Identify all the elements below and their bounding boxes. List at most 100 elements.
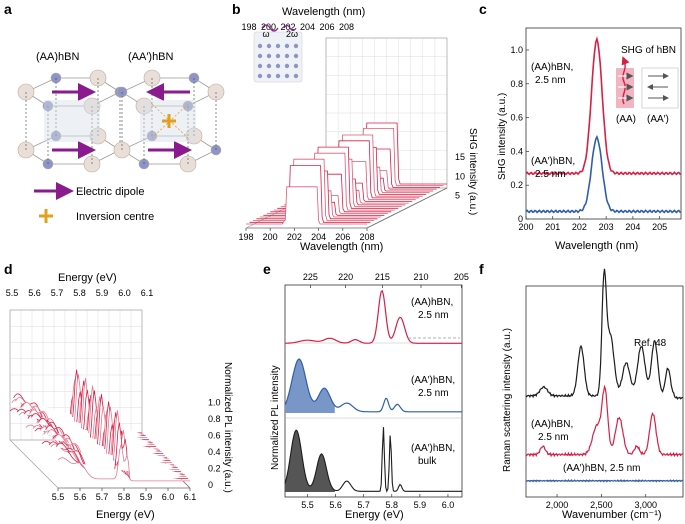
d-top-tick: 5.9	[96, 288, 109, 298]
d-z-tick: 0	[208, 480, 213, 490]
d-bottom-tick: 6.0	[162, 492, 175, 502]
e-x-axis-label: Energy (eV)	[345, 509, 404, 521]
panel-letter-b: b	[232, 1, 241, 17]
c-x-tick: 205	[652, 222, 667, 232]
b-z-tick: 5	[455, 191, 460, 201]
b-inset-atom	[266, 73, 272, 79]
panel-d: d Energy (eV) 5.5 5.6 5.7 5.8 5.9 6.0 6.1 5.5 5…	[4, 261, 233, 521]
c-x-tick: 201	[545, 222, 560, 232]
d-z-ticks: 0 0.2 0.4 0.6 0.8 1.0	[208, 398, 221, 491]
d-top-tick: 5.7	[51, 288, 64, 298]
d-bottom-tick: 5.7	[96, 492, 109, 502]
c-label-aa-line1: (AA)hBN,	[531, 62, 573, 73]
f-series-ref48	[525, 268, 684, 401]
interlayer-shade	[44, 100, 100, 142]
b-spectrum-line	[246, 186, 367, 225]
d-waterfall-curves	[9, 369, 190, 482]
b-top-tick: 208	[339, 22, 354, 32]
c-y-tick: 1.0	[510, 45, 523, 55]
d-spectrum-line	[57, 444, 190, 482]
lattice-aa-diagram	[17, 69, 126, 173]
d-top-tick: 5.6	[28, 288, 41, 298]
b-bottom-tick: 200	[263, 232, 278, 242]
panel-b: b Wavelength (nm) 198 200 202 204 206 208 ω 2ω…	[232, 1, 478, 253]
d-z-tick: 1.0	[208, 398, 221, 408]
inversion-guide	[151, 103, 189, 139]
b-waterfall-curves	[246, 122, 447, 225]
d-bottom-tick: 5.6	[74, 492, 87, 502]
b-top-axis-label: Wavelength (nm)	[282, 6, 365, 18]
c-y-tick: 0	[518, 214, 523, 224]
b-bottom-tick: 198	[238, 232, 253, 242]
d-top-tick: 5.8	[73, 288, 86, 298]
b-bottom-tick: 204	[311, 232, 326, 242]
b-inset-atom	[293, 63, 299, 69]
f-x-axis-label: Wavenumber (cm⁻¹)	[562, 509, 662, 521]
e-x-tick: 5.7	[357, 500, 370, 510]
d-z-tick: 0.4	[208, 447, 221, 457]
d-z-tick: 0.6	[208, 431, 221, 441]
b-z-tick: 15	[455, 152, 465, 162]
b-top-tick: 198	[241, 22, 256, 32]
e-label-bulk-line2: bulk	[418, 456, 437, 467]
panel-letter-f: f	[479, 261, 484, 277]
e-label-aa-line2: 2.5 nm	[418, 310, 449, 321]
d-top-axis-label: Energy (eV)	[58, 272, 117, 284]
b-inset-atom	[284, 43, 290, 49]
c-inset-aap-block	[641, 67, 679, 109]
c-inset-right-label: (AA′)	[647, 114, 669, 125]
e-series-bulk	[284, 427, 462, 493]
e-top-tick: 215	[375, 272, 390, 282]
f-series-aap	[525, 478, 684, 483]
e-x-tick: 5.9	[414, 500, 427, 510]
f-ticks: 2,000 2,500 3,000	[546, 494, 657, 510]
c-x-tick: 202	[572, 222, 587, 232]
b-z-tick: 10	[455, 171, 465, 181]
b-inset-atom	[257, 43, 263, 49]
b-top-tick: 204	[300, 22, 315, 32]
b-inset-atom	[266, 53, 272, 59]
e-series-aa	[285, 290, 462, 344]
e-label-bulk-line1: (AA′)hBN,	[411, 443, 455, 454]
b-inset-atom	[275, 73, 281, 79]
b-inset-atom	[257, 53, 263, 59]
b-inset-atom	[275, 63, 281, 69]
f-x-tick: 2,000	[546, 500, 569, 510]
panel-letter-e: e	[263, 261, 271, 277]
e-label-aap-line1: (AA′)hBN,	[411, 375, 455, 386]
c-ticks: 200 201 202 203 204 205 0 0.2 0.4 0.6 0.8 1.0	[510, 45, 667, 232]
d-top-ticks: 5.5 5.6 5.7 5.8 5.9 6.0 6.1	[6, 288, 154, 298]
e-label-aap-line2: 2.5 nm	[418, 388, 449, 399]
e-plot-frame	[284, 284, 463, 498]
d-top-tick: 5.5	[6, 288, 19, 298]
b-depth-axis	[366, 187, 448, 229]
b-bottom-tick: 202	[287, 232, 302, 242]
c-label-aap-line1: (AA′)hBN,	[531, 156, 575, 167]
c-y-tick: 0.4	[510, 146, 523, 156]
c-inset-left-label: (AA)	[616, 114, 636, 125]
b-inset-atom	[284, 63, 290, 69]
legend-electric-dipole: Electric dipole	[76, 186, 144, 198]
e-label-aa-line1: (AA)hBN,	[411, 297, 453, 308]
legend-inversion-centre: Inversion centre	[76, 211, 154, 223]
e-x-tick: 5.6	[329, 500, 342, 510]
d-z-tick: 0.8	[208, 414, 221, 424]
f-label-ref48: Ref. 48	[634, 338, 667, 349]
b-inset-atom	[293, 73, 299, 79]
b-z-axis-label: SHG intensity (a.u.)	[467, 128, 478, 215]
b-inset-diagram: ω 2ω	[253, 24, 303, 83]
e-top-tick: 205	[454, 272, 469, 282]
c-series-aap	[525, 134, 682, 214]
b-inset-atom	[293, 53, 299, 59]
e-x-tick: 5.5	[301, 500, 314, 510]
d-bottom-tick: 5.8	[118, 492, 131, 502]
b-top-tick: 202	[280, 22, 295, 32]
b-inset-atom	[257, 63, 263, 69]
c-x-axis-label: Wavelength (nm)	[555, 240, 638, 252]
d-bottom-tick: 5.9	[140, 492, 153, 502]
c-y-tick: 0.6	[510, 113, 523, 123]
b-inset-atom	[275, 43, 281, 49]
c-y-axis-label: SHG intensity (a.u.)	[497, 93, 508, 180]
b-inset-2omega: 2ω	[286, 29, 298, 39]
inversion-centre-plus-icon	[39, 209, 53, 223]
